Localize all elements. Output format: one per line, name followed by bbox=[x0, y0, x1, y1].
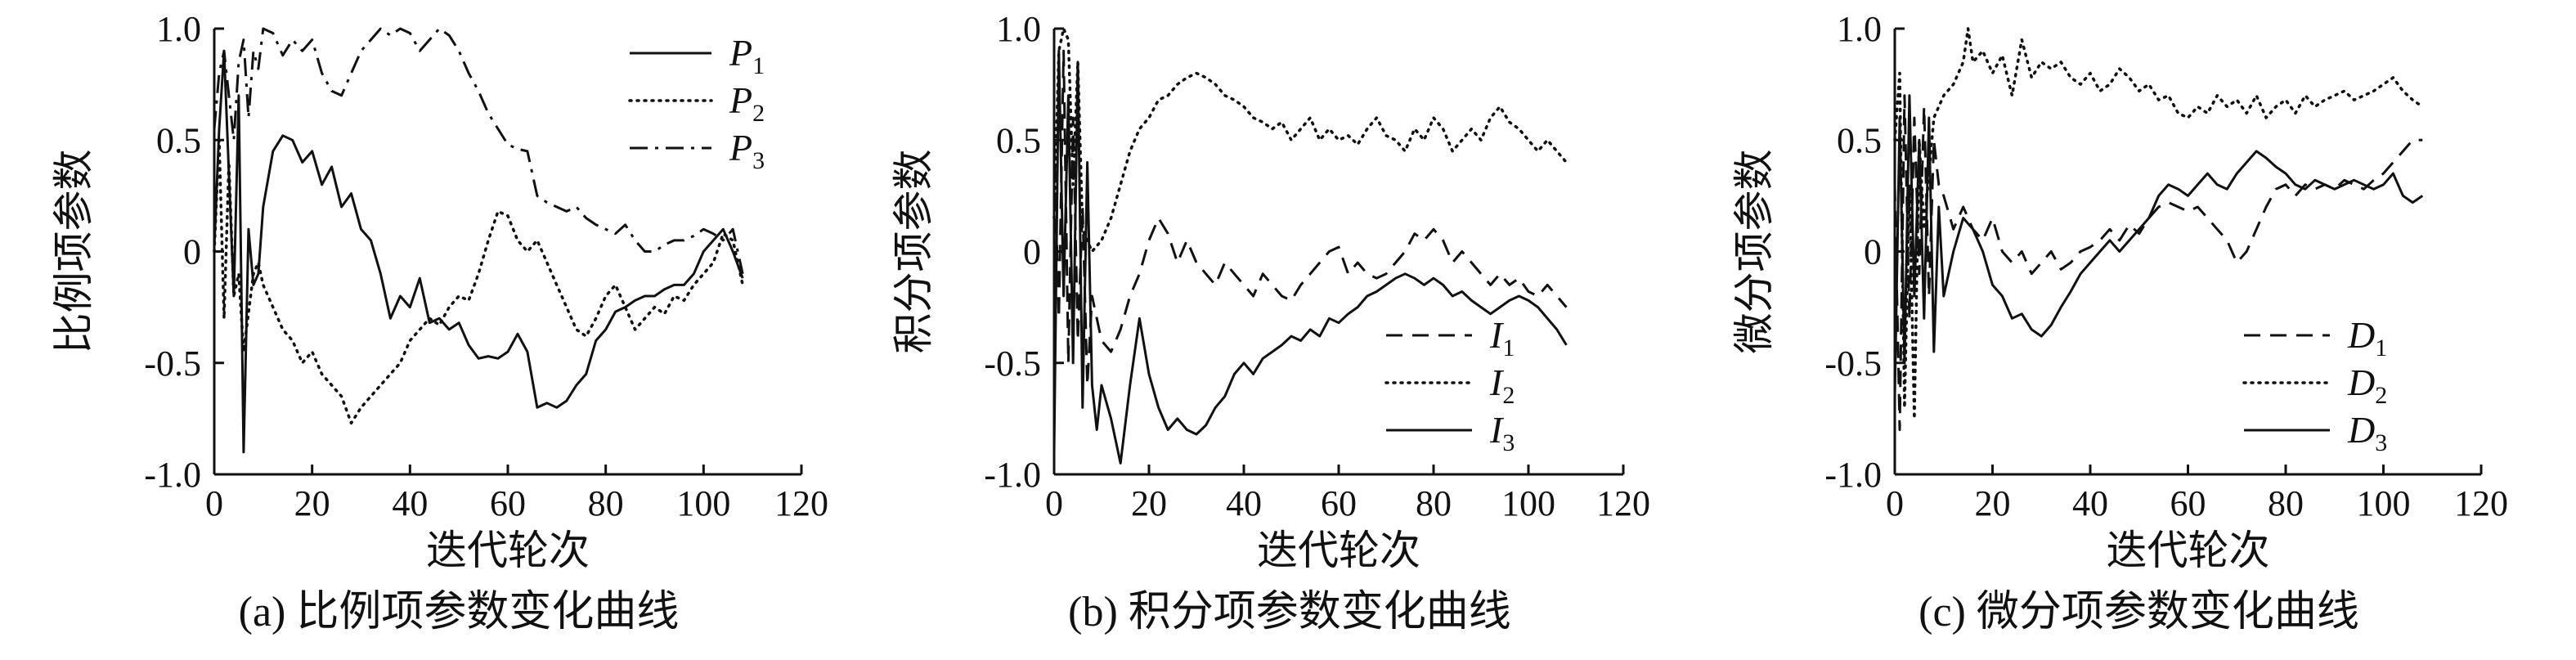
y-tick-label: 1.0 bbox=[156, 9, 201, 49]
y-tick-label: 0 bbox=[183, 232, 201, 272]
x-tick-label: 60 bbox=[2170, 483, 2206, 523]
x-tick-label: 80 bbox=[2268, 483, 2304, 523]
y-tick-label: 1.0 bbox=[996, 9, 1041, 49]
panel-caption: (a) 比例项参数变化曲线 bbox=[239, 589, 680, 635]
x-tick-label: 80 bbox=[588, 483, 624, 523]
y-tick-label: 0.5 bbox=[1837, 120, 1882, 160]
chart-panel-2: 0 20 40 60 80 100 120 -1.0 -0.5 0 0.5 1.0 迭代轮次 积分项参数 (… bbox=[891, 9, 1650, 635]
y-tick-label: 0.5 bbox=[156, 120, 201, 160]
y-tick-label: -1.0 bbox=[984, 455, 1041, 495]
series-line-d2 bbox=[1893, 27, 2425, 420]
y-tick-label: -1.0 bbox=[1824, 455, 1882, 495]
chart-panel-3: 0 20 40 60 80 100 120 -1.0 -0.5 0 0.5 1.0 迭代轮次 微分项参数 (… bbox=[1731, 9, 2508, 635]
legend-label-name: I bbox=[1489, 361, 1505, 403]
x-tick-label: 100 bbox=[1501, 483, 1555, 523]
series-line-i1 bbox=[1052, 49, 1568, 387]
panel-caption: (b) 积分项参数变化曲线 bbox=[1068, 589, 1511, 635]
x-tick-label: 0 bbox=[1886, 483, 1904, 523]
series-line-i2 bbox=[1052, 27, 1568, 254]
y-tick-label: 0.5 bbox=[996, 120, 1041, 160]
legend-label-subscript: 2 bbox=[752, 100, 765, 127]
legend-label: D2 bbox=[2347, 361, 2387, 409]
x-axis-title: 迭代轮次 bbox=[426, 528, 590, 573]
x-tick-label: 40 bbox=[1226, 483, 1262, 523]
panel-caption: (c) 微分项参数变化曲线 bbox=[1919, 589, 2359, 635]
y-axis-title: 积分项参数 bbox=[891, 150, 936, 354]
y-axis-title: 比例项参数 bbox=[51, 150, 96, 354]
legend-label-subscript: 1 bbox=[1502, 334, 1515, 361]
legend-label: P1 bbox=[729, 32, 765, 79]
legend-label: I3 bbox=[1489, 409, 1515, 456]
x-tick-label: 40 bbox=[392, 483, 428, 523]
legend-label: D1 bbox=[2347, 314, 2387, 361]
chart-panel-1: 0 20 40 60 80 100 120 -1.0 -0.5 0 0.5 1.0 迭代轮次 比例项参数 (… bbox=[51, 9, 828, 635]
legend-label: I1 bbox=[1489, 314, 1515, 361]
y-axis-title: 微分项参数 bbox=[1731, 150, 1777, 354]
y-tick-label: 0 bbox=[1023, 232, 1041, 272]
series-line-i3 bbox=[1052, 49, 1568, 465]
y-tick-label: -1.0 bbox=[144, 455, 201, 495]
x-tick-label: 100 bbox=[2357, 483, 2411, 523]
legend-label-name: P bbox=[729, 127, 752, 168]
y-tick-label: -0.5 bbox=[1824, 343, 1882, 384]
legend-label-subscript: 3 bbox=[752, 147, 765, 174]
series-line-d3 bbox=[1893, 94, 2424, 397]
x-tick-label: 0 bbox=[205, 483, 223, 523]
legend-label-name: D bbox=[2347, 314, 2375, 356]
x-tick-label: 40 bbox=[2072, 483, 2108, 523]
legend-label-subscript: 2 bbox=[1502, 382, 1515, 409]
x-tick-label: 60 bbox=[1321, 483, 1357, 523]
x-axis-title: 迭代轮次 bbox=[1257, 528, 1420, 573]
x-tick-label: 120 bbox=[1596, 483, 1650, 523]
series-line-p2 bbox=[213, 138, 744, 425]
legend-label-name: I bbox=[1489, 409, 1505, 451]
y-tick-label: 0 bbox=[1864, 232, 1882, 272]
legend-label-subscript: 1 bbox=[2375, 334, 2387, 361]
series-line-p3 bbox=[213, 27, 744, 275]
x-tick-label: 20 bbox=[294, 483, 330, 523]
legend-label-name: P bbox=[729, 32, 752, 74]
legend-label: P2 bbox=[729, 79, 765, 127]
series-line-d1 bbox=[1893, 94, 2423, 431]
legend-label-subscript: 1 bbox=[752, 52, 765, 79]
x-tick-label: 120 bbox=[2454, 483, 2508, 523]
x-tick-label: 80 bbox=[1416, 483, 1452, 523]
legend-label: I2 bbox=[1489, 361, 1515, 409]
y-tick-label: 1.0 bbox=[1837, 9, 1882, 49]
legend-label: P3 bbox=[729, 127, 765, 174]
legend-label-name: D bbox=[2347, 361, 2375, 403]
x-tick-label: 20 bbox=[1975, 483, 2011, 523]
x-tick-label: 100 bbox=[676, 483, 730, 523]
legend-label: D3 bbox=[2347, 409, 2387, 456]
x-tick-label: 0 bbox=[1045, 483, 1063, 523]
legend-label-name: D bbox=[2347, 409, 2375, 451]
legend-label-subscript: 2 bbox=[2375, 382, 2387, 409]
x-tick-label: 120 bbox=[774, 483, 828, 523]
x-tick-label: 20 bbox=[1131, 483, 1167, 523]
series-line-p1 bbox=[213, 49, 744, 454]
y-tick-label: -0.5 bbox=[144, 343, 201, 384]
y-tick-label: -0.5 bbox=[984, 343, 1041, 384]
legend-label-subscript: 3 bbox=[2375, 429, 2387, 456]
x-tick-label: 60 bbox=[490, 483, 526, 523]
x-axis-title: 迭代轮次 bbox=[2107, 528, 2270, 573]
legend-label-name: I bbox=[1489, 314, 1505, 356]
legend-label-name: P bbox=[729, 79, 752, 121]
legend-label-subscript: 3 bbox=[1502, 429, 1515, 456]
